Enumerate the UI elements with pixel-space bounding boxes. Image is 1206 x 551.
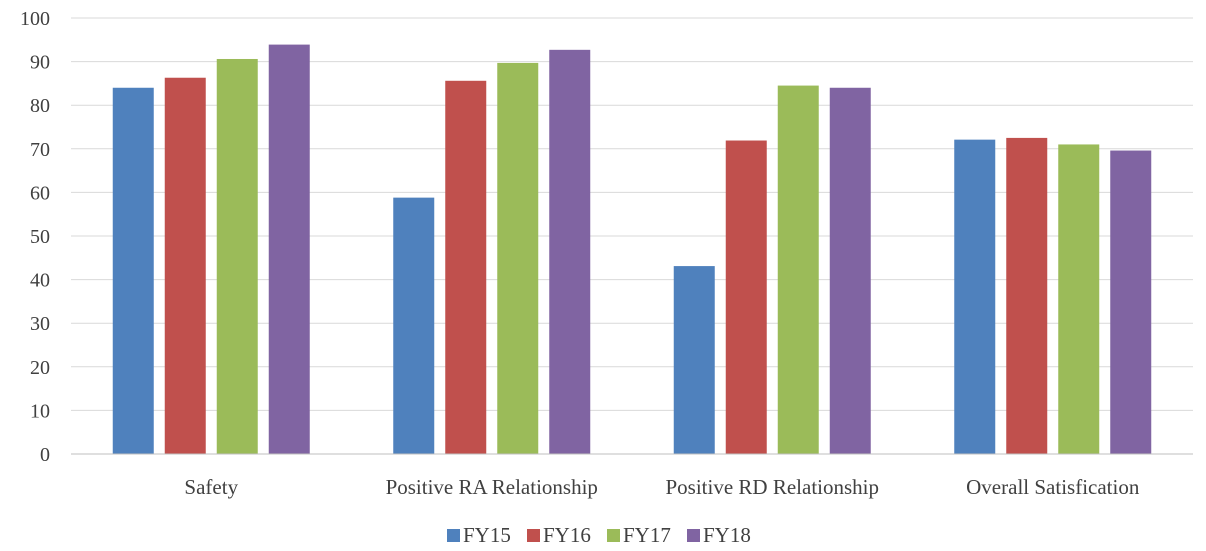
x-category-label: Safety: [184, 475, 238, 499]
bar-fy17-3: [1058, 144, 1100, 454]
x-category-label: Overall Satisfication: [966, 475, 1140, 499]
bar-fy15-3: [954, 139, 996, 455]
legend-label-fy18: FY18: [703, 523, 751, 547]
bar-fy16-2: [725, 140, 767, 455]
legend-label-fy16: FY16: [543, 523, 591, 547]
y-tick-label: 0: [40, 444, 50, 466]
bar-fy15-2: [673, 266, 715, 454]
gridlines: [71, 17, 1193, 411]
bar-fy16-1: [445, 80, 487, 454]
legend-swatch-fy16: [527, 529, 540, 542]
bar-fy17-1: [497, 62, 539, 455]
y-tick-label: 80: [30, 95, 50, 117]
bar-fy17-2: [777, 85, 819, 454]
x-axis-category-labels: Safety Positive RA Relationship Positive R…: [184, 475, 1139, 499]
bar-fy16-3: [1006, 137, 1048, 454]
legend: FY15 FY16 FY17 FY18: [447, 523, 751, 547]
legend-label-fy17: FY17: [623, 523, 671, 547]
bar-fy18-3: [1110, 150, 1152, 454]
y-tick-label: 60: [30, 182, 50, 204]
bars: [112, 44, 1152, 455]
bar-fy16-0: [164, 77, 206, 455]
bar-fy17-0: [216, 58, 258, 454]
bar-fy15-1: [393, 197, 435, 454]
y-tick-label: 100: [20, 8, 50, 30]
y-axis-tick-labels: 0 10 20 30 40 50 60 70 80 90 100: [20, 8, 50, 466]
bar-fy15-0: [112, 87, 154, 454]
y-tick-label: 70: [30, 139, 50, 161]
legend-swatch-fy18: [687, 529, 700, 542]
y-tick-label: 20: [30, 357, 50, 379]
legend-label-fy15: FY15: [463, 523, 511, 547]
x-category-label: Positive RD Relationship: [665, 475, 879, 499]
y-tick-label: 10: [30, 400, 50, 422]
legend-swatch-fy15: [447, 529, 460, 542]
bar-fy18-0: [268, 44, 310, 454]
y-tick-label: 30: [30, 313, 50, 335]
bar-fy18-1: [549, 49, 591, 454]
y-tick-label: 40: [30, 270, 50, 292]
y-tick-label: 50: [30, 226, 50, 248]
legend-swatch-fy17: [607, 529, 620, 542]
x-category-label: Positive RA Relationship: [386, 475, 598, 499]
y-tick-label: 90: [30, 52, 50, 74]
bar-fy18-2: [829, 87, 871, 454]
